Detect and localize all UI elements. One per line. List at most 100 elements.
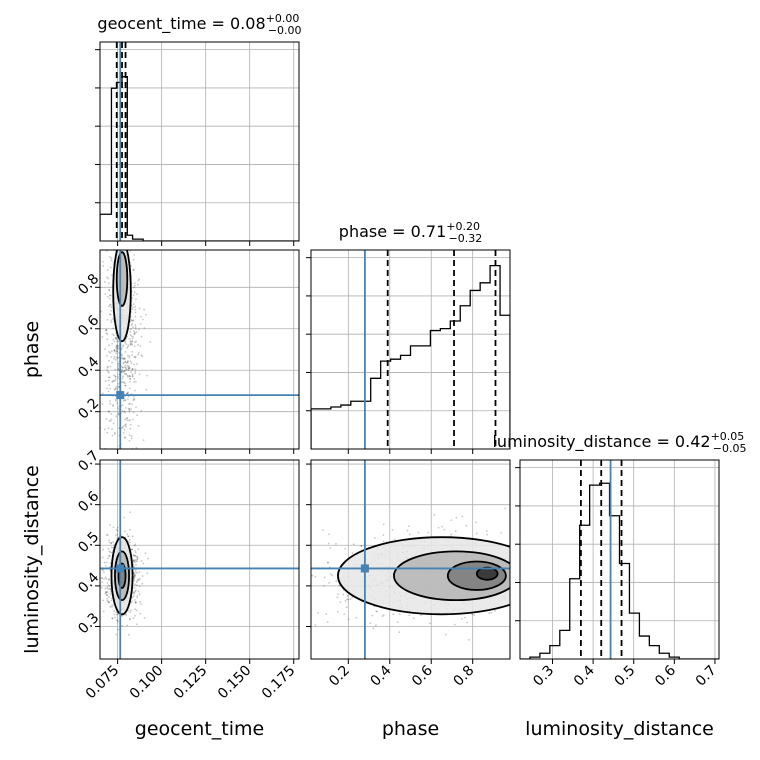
sample-point [132, 462, 134, 464]
sample-point [134, 601, 137, 603]
sample-point [129, 538, 131, 541]
sample-point [129, 344, 132, 346]
sample-point [115, 347, 117, 350]
sample-point [109, 588, 111, 591]
sample-point [373, 537, 376, 539]
sample-point [408, 614, 411, 617]
sample-point [113, 349, 116, 351]
sample-point [130, 342, 133, 345]
sample-point [116, 348, 119, 351]
panel-geocent_time-hist [95, 41, 300, 246]
sample-point [475, 532, 478, 535]
truth-marker [116, 391, 125, 400]
sample-point [144, 552, 147, 555]
sample-point [112, 338, 115, 341]
sample-point [132, 591, 134, 594]
sample-point [101, 403, 104, 405]
sample-point [111, 333, 114, 336]
sample-point [132, 411, 135, 414]
sample-point [123, 428, 126, 431]
sample-point [104, 293, 107, 296]
sample-point [126, 374, 129, 377]
sample-point [130, 265, 133, 267]
sample-point [141, 355, 144, 358]
sample-point [270, 603, 272, 605]
sample-point [124, 399, 126, 401]
sample-point [104, 576, 107, 579]
sample-point [427, 531, 430, 534]
sample-point [105, 591, 107, 594]
sample-point [142, 562, 145, 565]
sample-point [115, 340, 118, 343]
sample-point [129, 334, 132, 336]
sample-point [128, 410, 131, 413]
sample-point [132, 397, 135, 400]
sample-point [543, 567, 545, 569]
sample-point [102, 265, 105, 267]
sample-point [398, 613, 401, 616]
sample-point [117, 628, 119, 631]
sample-point [128, 356, 131, 359]
sample-point [115, 344, 118, 347]
sample-point [132, 336, 134, 338]
sample-point [441, 525, 444, 528]
sample-point [134, 368, 137, 371]
sample-point [121, 366, 124, 369]
sample-point [114, 375, 117, 378]
sample-point [102, 610, 105, 613]
sample-point [127, 419, 130, 422]
sample-point [129, 378, 131, 380]
sample-point [355, 616, 358, 619]
sample-point [133, 332, 136, 335]
sample-point [528, 585, 530, 587]
sample-point [494, 609, 497, 612]
sample-point [342, 593, 345, 596]
y-tick-label: 0.3 [75, 610, 102, 637]
sample-point [124, 411, 126, 414]
sample-point [126, 354, 129, 357]
sample-point [127, 368, 130, 370]
sample-point [124, 407, 127, 409]
sample-point [90, 298, 92, 300]
sample-point [112, 334, 115, 337]
sample-point [145, 313, 147, 316]
sample-point [117, 367, 120, 369]
sample-point [139, 612, 142, 615]
sample-point [127, 360, 129, 362]
sample-point [109, 351, 112, 354]
sample-point [108, 585, 111, 588]
y-tick-label: 0.2 [75, 395, 102, 422]
sample-point [108, 289, 111, 292]
sample-point [131, 374, 134, 377]
sample-point [107, 579, 110, 581]
sample-point [511, 573, 513, 575]
sample-point [542, 590, 544, 592]
sample-point [136, 283, 139, 286]
sample-point [121, 426, 124, 429]
sample-point [490, 612, 493, 614]
sample-point [127, 395, 130, 398]
sample-point [122, 371, 124, 373]
sample-point [125, 517, 127, 519]
sample-point [123, 381, 126, 384]
sample-point [135, 623, 138, 626]
sample-point [107, 600, 110, 603]
sample-point [585, 590, 587, 592]
sample-point [111, 617, 114, 620]
y-tick-label: 0.6 [75, 312, 102, 339]
sample-point [134, 356, 137, 359]
sample-point [133, 363, 135, 366]
sample-point [511, 578, 513, 580]
sample-point [134, 560, 137, 563]
sample-point [131, 368, 134, 370]
sample-point [129, 341, 132, 344]
sample-point [133, 377, 136, 380]
sample-point [107, 410, 110, 412]
sample-point [116, 619, 119, 621]
sample-point [124, 350, 127, 353]
sample-point [104, 587, 107, 590]
sample-point [115, 385, 118, 388]
sample-point [541, 565, 543, 567]
sample-point [514, 559, 516, 561]
sample-point [136, 556, 139, 558]
